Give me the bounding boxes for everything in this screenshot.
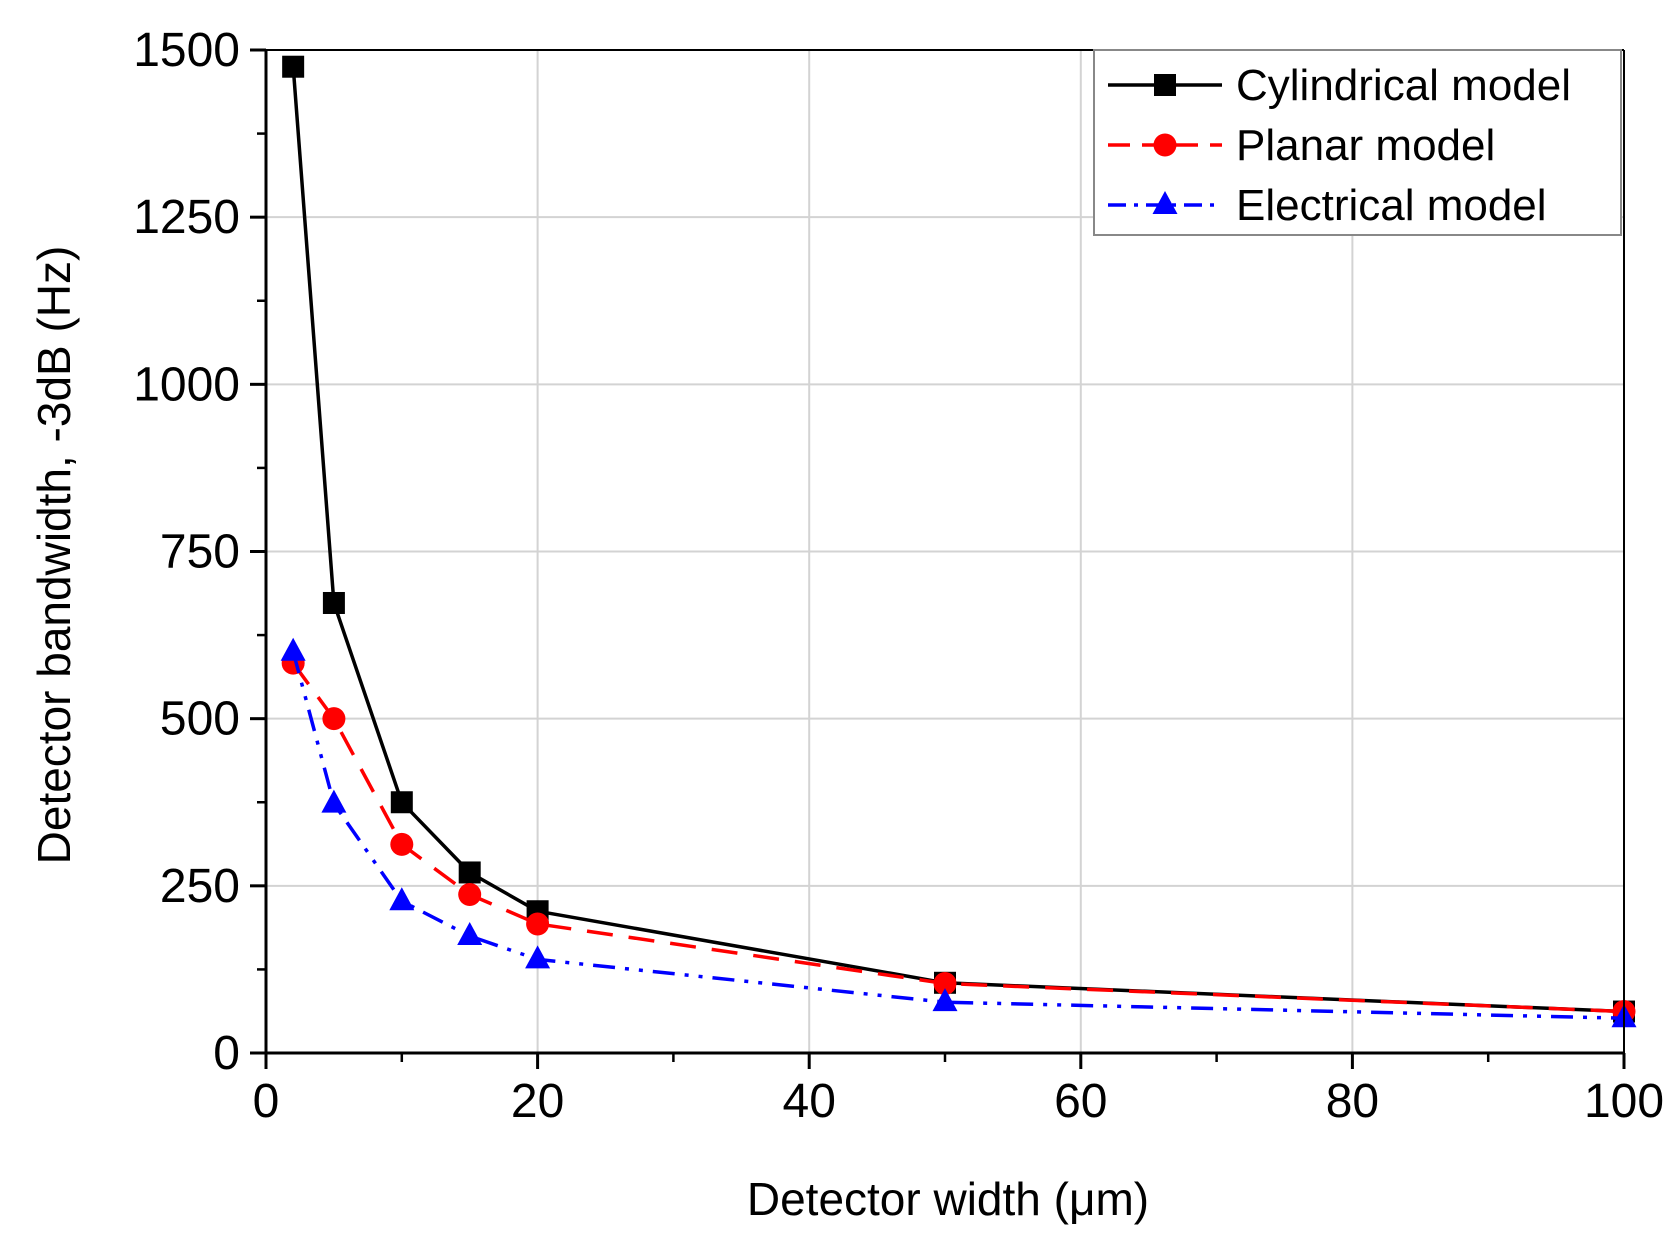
legend: Cylindrical model Planar model Electrical … — [1093, 49, 1622, 236]
legend-entry: Electrical model — [1108, 181, 1547, 230]
data-point — [932, 988, 958, 1012]
y-tick-label: 750 — [160, 526, 240, 579]
x-tick-label: 100 — [1584, 1075, 1664, 1128]
series-electrical-model — [280, 637, 1637, 1028]
legend-entry: Planar model — [1108, 121, 1495, 170]
legend-marker — [1152, 191, 1178, 214]
x-tick-label: 20 — [511, 1075, 564, 1128]
data-point — [322, 591, 345, 614]
x-tick-label: 80 — [1326, 1075, 1379, 1128]
y-tick-label: 500 — [160, 693, 240, 746]
legend-marker — [1153, 133, 1177, 157]
legend-label: Electrical model — [1236, 181, 1547, 230]
y-tick-label: 1250 — [133, 191, 240, 244]
y-tick-label: 0 — [213, 1027, 240, 1080]
data-point — [457, 921, 483, 945]
y-tick-label: 1500 — [133, 24, 240, 77]
data-point — [933, 971, 957, 995]
data-point — [525, 945, 551, 969]
data-point — [458, 883, 482, 907]
legend-label: Cylindrical model — [1236, 61, 1571, 110]
y-tick-label: 1000 — [133, 358, 240, 411]
legend-entry: Cylindrical model — [1108, 61, 1571, 110]
data-point — [390, 832, 414, 856]
x-axis-title: Detector width (μm) — [747, 1173, 1149, 1225]
legend-marker — [1154, 74, 1176, 96]
legend-label: Planar model — [1236, 121, 1495, 170]
plot-series — [280, 55, 1637, 1028]
data-point — [458, 861, 481, 884]
data-point — [390, 791, 413, 814]
data-point — [282, 55, 305, 78]
data-point — [322, 707, 346, 731]
x-tick-label: 0 — [253, 1075, 280, 1128]
data-point — [526, 912, 550, 936]
data-point — [321, 789, 347, 813]
data-point — [280, 637, 306, 661]
legend-box — [1093, 49, 1622, 236]
x-tick-label: 60 — [1054, 1075, 1107, 1128]
x-tick-label: 40 — [783, 1075, 836, 1128]
y-axis-title: Detector bandwidth, -3dB (Hz) — [28, 246, 80, 865]
y-tick-label: 250 — [160, 860, 240, 913]
data-point — [389, 887, 415, 911]
